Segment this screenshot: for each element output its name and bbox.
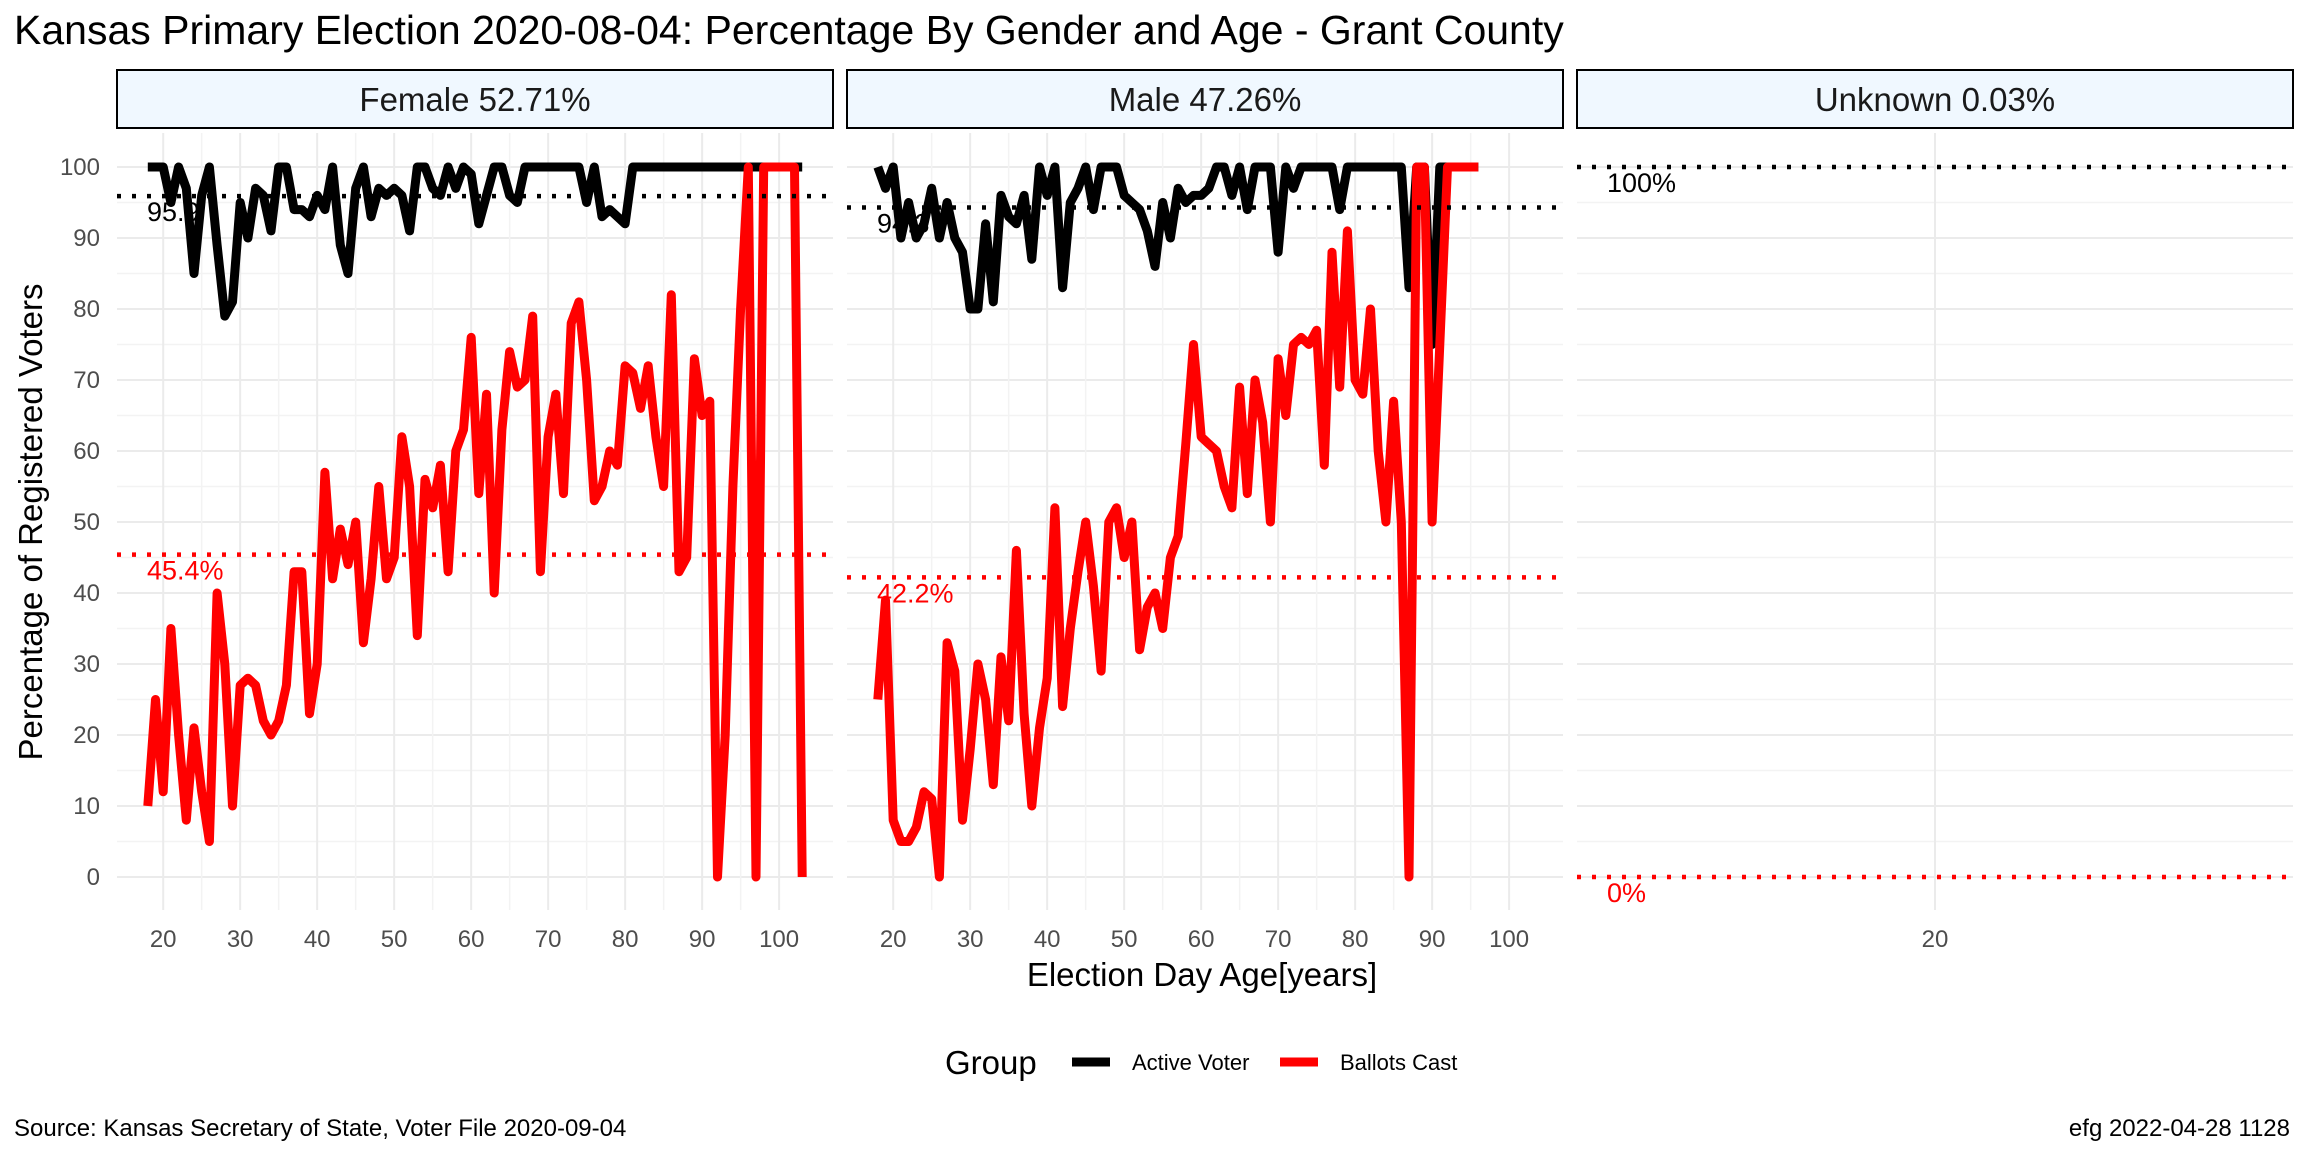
- facet-panel: Female 52.71% 20 30 40 50 60 70 80 90 100 0 10 20 30 4…: [60, 69, 834, 953]
- x-tick-label: 20: [150, 926, 177, 953]
- facet-strip: [116, 69, 834, 129]
- x-tick-label: 20: [1922, 926, 1949, 953]
- ballots-cast-reference-label: 42.2%: [877, 578, 954, 608]
- x-tick-label: 30: [227, 926, 254, 953]
- chart-title: Kansas Primary Election 2020-08-04: Perc…: [14, 7, 1564, 53]
- legend-title: Group: [945, 1044, 1037, 1081]
- x-tick-label: 100: [1489, 926, 1529, 953]
- x-tick-label: 40: [304, 926, 331, 953]
- ballots-cast-reference-label: 45.4%: [147, 556, 224, 586]
- ballots-cast-reference-label: 0%: [1607, 878, 1646, 908]
- x-tick-label: 60: [458, 926, 485, 953]
- y-axis-title: Percentage of Registered Voters: [12, 284, 49, 761]
- x-tick-label: 50: [1111, 926, 1138, 953]
- y-tick-label: 70: [73, 367, 100, 394]
- y-tick-label: 100: [60, 154, 100, 181]
- x-tick-label: 70: [535, 926, 562, 953]
- x-axis-title: Election Day Age[years]: [1027, 956, 1377, 993]
- active-voter-reference-label: 95.9: [147, 197, 200, 227]
- y-tick-label: 0: [87, 864, 100, 891]
- x-tick-label: 40: [1034, 926, 1061, 953]
- y-tick-label: 80: [73, 296, 100, 323]
- y-tick-label: 30: [73, 651, 100, 678]
- y-tick-label: 10: [73, 793, 100, 820]
- x-tick-label: 60: [1188, 926, 1215, 953]
- active-voter-series-line: [873, 162, 1479, 349]
- facet-panel: Male 47.26% 20 30 40 50 60 70 80 90 100 94.3 42.2%: [846, 69, 1564, 953]
- facet-panel: Unknown 0.03% 20 100% 0%: [1576, 69, 2294, 953]
- facet-panels: Female 52.71% 20 30 40 50 60 70 80 90 100 0 10 20 30 4…: [60, 69, 2294, 953]
- y-tick-label: 20: [73, 722, 100, 749]
- x-tick-label: 30: [957, 926, 984, 953]
- x-tick-label: 100: [759, 926, 799, 953]
- stamp-caption: efg 2022-04-28 1128: [2069, 1115, 2290, 1142]
- facet-strip-label: Male 47.26%: [1109, 81, 1302, 118]
- facet-strip: [1576, 69, 2294, 129]
- source-caption: Source: Kansas Secretary of State, Voter…: [14, 1115, 626, 1142]
- legend-items: Active Voter Ballots Cast: [1072, 1050, 1457, 1075]
- y-tick-label: 90: [73, 225, 100, 252]
- x-tick-label: 80: [612, 926, 639, 953]
- x-tick-label: 80: [1342, 926, 1369, 953]
- ballots-cast-series-line: [873, 162, 1479, 882]
- legend: Group Active Voter Ballots Cast: [945, 1044, 1457, 1081]
- active-voter-reference-label: 94.3: [877, 208, 930, 238]
- x-tick-label: 70: [1265, 926, 1292, 953]
- y-tick-label: 50: [73, 509, 100, 536]
- facet-strip: [846, 69, 1564, 129]
- x-tick-label: 20: [880, 926, 907, 953]
- facet-strip-label: Female 52.71%: [359, 81, 590, 118]
- x-tick-label: 50: [381, 926, 408, 953]
- legend-label-ballots-cast: Ballots Cast: [1340, 1050, 1457, 1075]
- facet-strip-label: Unknown 0.03%: [1815, 81, 2055, 118]
- y-tick-label: 40: [73, 580, 100, 607]
- x-tick-label: 90: [689, 926, 716, 953]
- active-voter-series-line: [147, 162, 803, 321]
- y-tick-label: 60: [73, 438, 100, 465]
- ballots-cast-series-line: [143, 162, 807, 882]
- x-tick-label: 90: [1419, 926, 1446, 953]
- active-voter-reference-label: 100%: [1607, 168, 1676, 198]
- legend-label-active-voter: Active Voter: [1132, 1050, 1249, 1075]
